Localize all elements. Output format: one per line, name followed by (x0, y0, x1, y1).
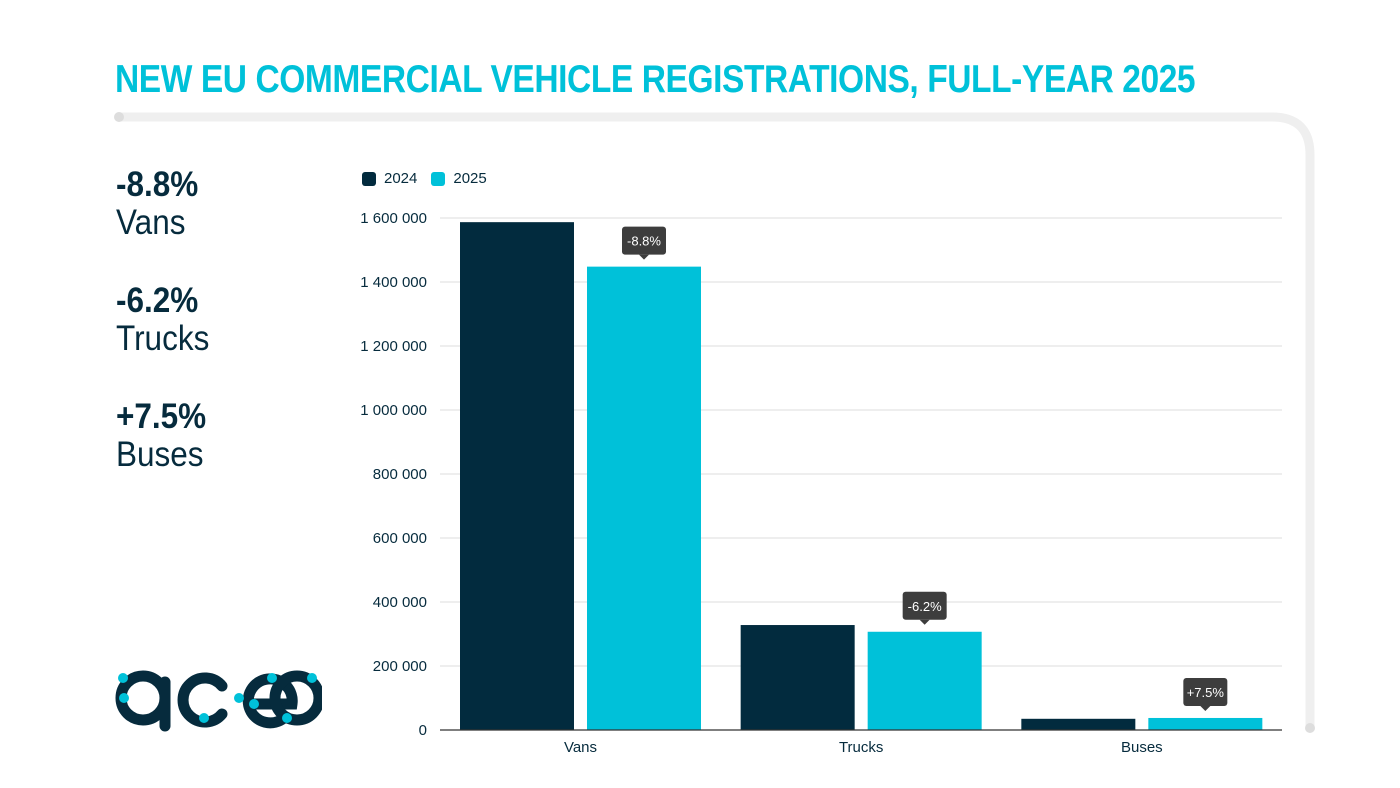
kpi-value: +7.5% (116, 397, 207, 436)
chart-title: NEW EU COMMERCIAL VEHICLE REGISTRATIONS,… (115, 58, 1196, 101)
kpi-value: -6.2% (116, 281, 199, 320)
y-tick-label: 800 000 (373, 466, 427, 483)
kpi-buses: +7.5% Buses (116, 398, 216, 474)
kpi-value: -8.8% (116, 165, 199, 204)
y-tick-label: 0 (419, 722, 427, 739)
bar-2025-vans (587, 266, 701, 730)
legend-label-2025: 2025 (453, 170, 487, 187)
x-tick-label: Vans (564, 739, 597, 756)
y-tick-label: 400 000 (373, 594, 427, 611)
y-tick-label: 1 200 000 (360, 338, 427, 355)
annotation-pointer (1200, 705, 1211, 711)
kpi-label: Vans (116, 203, 186, 242)
legend-swatch-2024 (362, 171, 376, 186)
bar-2024-vans (460, 222, 574, 730)
bar-2024-trucks (740, 625, 855, 730)
y-tick-label: 1 600 000 (360, 210, 427, 227)
annotation-box (1183, 677, 1228, 706)
annotation-pointer (639, 254, 649, 260)
x-tick-label: Trucks (839, 739, 883, 756)
legend-item-2024: 2024 (362, 170, 417, 187)
annotation-box (622, 226, 666, 255)
annotation-label: -8.8% (627, 234, 661, 249)
kpi-vans: -8.8% Vans (116, 166, 207, 242)
y-tick-label: 200 000 (373, 658, 427, 675)
kpi-label: Trucks (116, 319, 210, 358)
chart-legend: 2024 2025 (362, 170, 491, 187)
bar-2025-trucks (867, 631, 982, 730)
legend-item-2025: 2025 (431, 170, 487, 187)
annotation-pointer (919, 619, 930, 625)
legend-label-2024: 2024 (384, 170, 418, 187)
y-tick-label: 1 000 000 (360, 402, 427, 419)
x-tick-label: Buses (1121, 739, 1163, 756)
kpi-trucks: -6.2% Trucks (116, 282, 220, 358)
y-tick-label: 1 400 000 (360, 274, 427, 291)
annotation-box (902, 591, 947, 620)
kpi-label: Buses (116, 435, 204, 474)
bar-2024-buses (1021, 718, 1136, 730)
annotation-label: -6.2% (908, 599, 942, 614)
legend-swatch-2025 (431, 171, 446, 186)
bar-2025-buses (1148, 717, 1263, 730)
acea-logo: acea (115, 670, 322, 732)
y-tick-label: 600 000 (373, 530, 427, 547)
annotation-label: +7.5% (1187, 685, 1225, 700)
